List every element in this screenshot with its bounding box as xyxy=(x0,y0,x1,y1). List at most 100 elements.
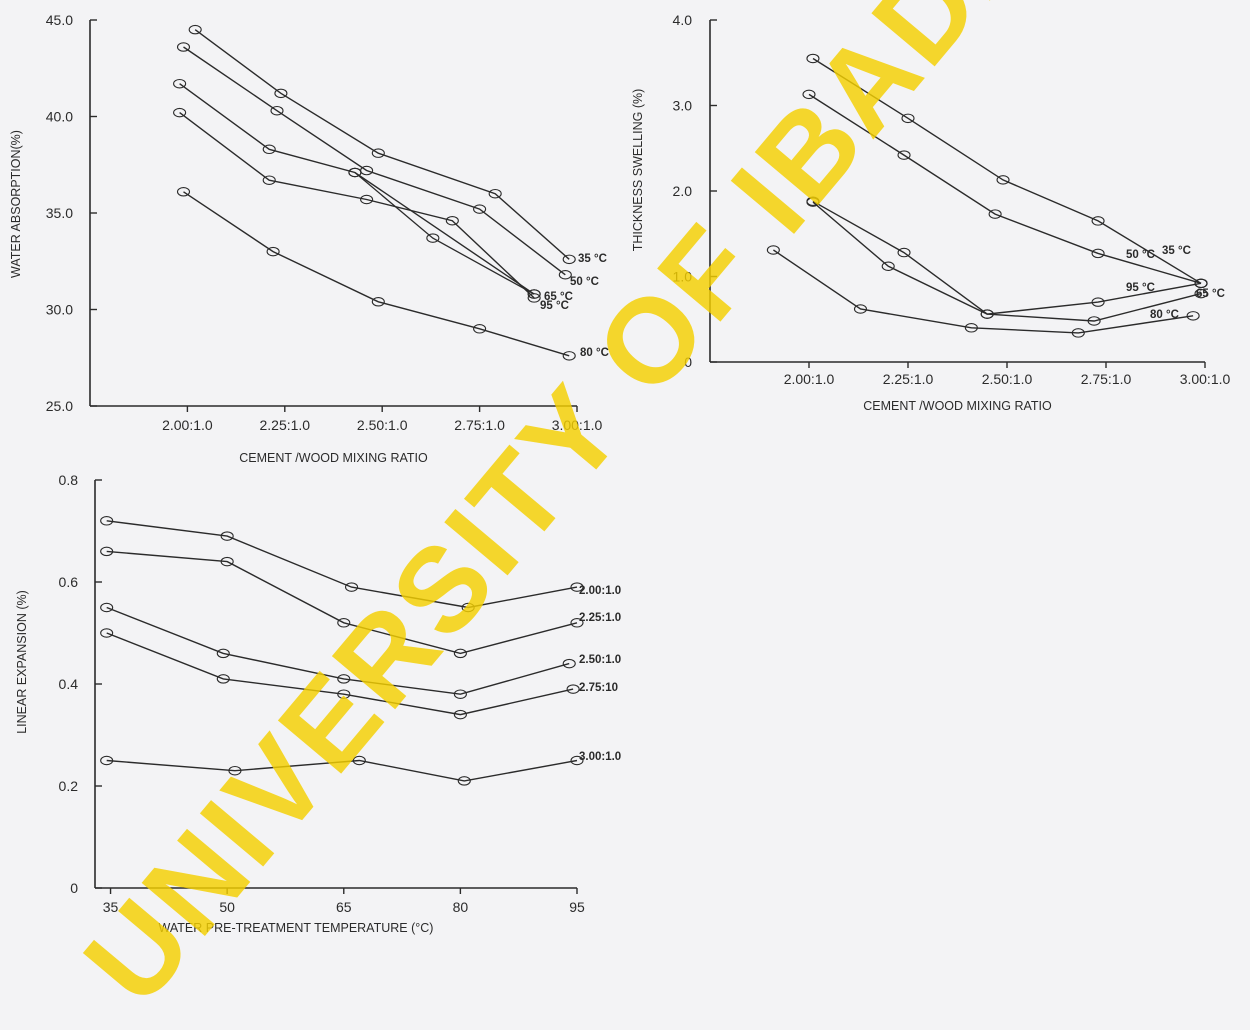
x-tick-label: 2.25:1.0 xyxy=(259,417,310,433)
chart-water_absorption: 25.0 30.0 35.0 40.0 45.0 2.00:1.0 2.25:1.0 2.50… xyxy=(9,12,609,465)
data-point xyxy=(100,755,114,766)
series-line-1 xyxy=(812,57,1202,284)
series-line-4 xyxy=(179,112,535,299)
data-point xyxy=(337,618,351,628)
y-tick-label: 4.0 xyxy=(673,12,693,28)
data-point xyxy=(473,204,487,214)
data-point xyxy=(270,105,284,116)
x-tick-label: 3.00:1.0 xyxy=(1180,371,1231,387)
series-line-3 xyxy=(106,606,570,695)
series-label: 50 °C xyxy=(570,276,599,288)
series-line-2 xyxy=(183,46,566,276)
series-line-5 xyxy=(773,249,1194,334)
data-point xyxy=(228,765,242,776)
x-axis-label: WATER PRE-TREATMENT TEMPERATURE (°C) xyxy=(159,921,434,935)
data-point xyxy=(570,618,584,628)
x-tick-label: 2.50:1.0 xyxy=(982,371,1033,387)
data-point xyxy=(453,648,467,659)
data-point xyxy=(996,175,1010,185)
x-tick-label: 2.00:1.0 xyxy=(784,371,835,387)
y-axis-label: WATER ABSORPTION(%) xyxy=(9,130,23,278)
data-point xyxy=(262,144,276,155)
series-line-5 xyxy=(183,191,570,357)
data-point xyxy=(262,175,276,185)
data-point xyxy=(570,755,584,766)
y-tick-label: 0.4 xyxy=(59,676,79,692)
data-point xyxy=(897,247,911,258)
data-point xyxy=(1194,278,1208,289)
y-axis-label: THICKNESS SWELLING (%) xyxy=(631,89,645,252)
data-point xyxy=(371,297,385,307)
y-tick-label: 25.0 xyxy=(46,398,73,414)
x-tick-label: 35 xyxy=(103,899,119,915)
data-point xyxy=(352,755,366,766)
data-point xyxy=(853,304,868,314)
data-point xyxy=(445,215,459,226)
series-line-5 xyxy=(106,759,578,782)
data-point xyxy=(570,582,584,592)
data-point xyxy=(980,309,994,319)
series-label: 95 °C xyxy=(1126,282,1155,294)
series-label: 2.25:1.0 xyxy=(579,612,621,624)
data-point xyxy=(806,53,820,64)
data-point xyxy=(176,42,191,52)
data-point xyxy=(220,556,234,567)
x-tick-label: 2.50:1.0 xyxy=(357,417,408,433)
y-tick-label: 0.8 xyxy=(59,472,79,488)
y-tick-label: 0 xyxy=(70,880,78,896)
data-point xyxy=(453,709,467,720)
series-label: 65 °C xyxy=(544,291,573,303)
series-label: 80 °C xyxy=(580,347,609,359)
data-point xyxy=(562,351,576,361)
series-label: 35 °C xyxy=(1162,245,1191,257)
series-line-4 xyxy=(106,632,574,716)
y-tick-label: 45.0 xyxy=(46,12,73,28)
series-label: 2.50:1.0 xyxy=(579,654,621,666)
series-label: 95 °C xyxy=(540,300,569,312)
data-point xyxy=(453,689,467,699)
x-tick-label: 65 xyxy=(336,899,352,915)
series-label: 3.00:1.0 xyxy=(579,751,621,763)
y-tick-label: 1.0 xyxy=(673,269,693,285)
data-point xyxy=(457,776,471,786)
data-point xyxy=(173,107,187,118)
figure-canvas: 25.0 30.0 35.0 40.0 45.0 2.00:1.0 2.25:1.0 2.50… xyxy=(9,12,1231,935)
series-label: 65 °C xyxy=(1196,288,1225,300)
data-point xyxy=(100,628,114,638)
y-tick-label: 0.6 xyxy=(59,574,79,590)
series-line-2 xyxy=(106,550,578,655)
series-line-4 xyxy=(812,201,1202,315)
data-point xyxy=(360,194,374,205)
data-point xyxy=(220,531,234,541)
data-point xyxy=(371,148,385,158)
y-tick-label: 2.0 xyxy=(673,183,693,199)
y-tick-label: 30.0 xyxy=(46,302,73,318)
series-label: 50 °C xyxy=(1126,249,1155,261)
data-point xyxy=(562,658,576,669)
data-point xyxy=(1071,328,1085,338)
y-tick-label: 35.0 xyxy=(46,205,73,221)
series-label: 2.75:10 xyxy=(579,682,618,694)
data-point xyxy=(1091,297,1105,307)
data-point xyxy=(266,246,280,257)
x-tick-label: 2.25:1.0 xyxy=(883,371,934,387)
x-tick-label: 2.75:1.0 xyxy=(1081,371,1132,387)
series-line-1 xyxy=(106,520,578,609)
data-point xyxy=(881,261,895,271)
data-point xyxy=(216,648,230,659)
data-point xyxy=(426,233,440,243)
data-point xyxy=(337,674,351,684)
data-point xyxy=(1194,288,1208,299)
data-point xyxy=(527,289,541,299)
data-point xyxy=(766,245,780,255)
x-tick-label: 2.00:1.0 xyxy=(162,417,213,433)
data-point xyxy=(988,209,1002,219)
y-tick-label: 3.0 xyxy=(673,98,693,114)
series-label: 80 °C xyxy=(1150,309,1179,321)
series-label: 2.00:1.0 xyxy=(579,585,621,597)
data-point xyxy=(188,24,202,35)
data-point xyxy=(473,324,487,334)
data-point xyxy=(1091,216,1105,226)
data-point xyxy=(100,516,114,526)
data-point xyxy=(488,188,502,199)
